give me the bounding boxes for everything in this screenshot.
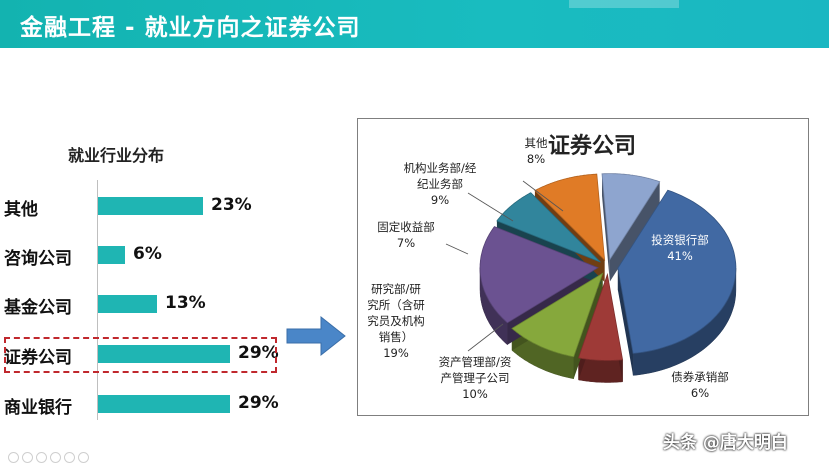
bar xyxy=(98,345,230,363)
pie-slice xyxy=(479,226,599,324)
pie-slice xyxy=(511,272,604,358)
header-bar: 金融工程 - 就业方向之证券公司 xyxy=(0,0,829,48)
bar-value-label: 29% xyxy=(238,343,279,363)
pie-value-label: 19% xyxy=(383,346,409,360)
leader-line xyxy=(522,180,564,212)
pie-slice-label: 究所（含研 xyxy=(367,298,425,312)
pie-slice-label: 投资银行部 xyxy=(651,233,709,247)
more-icon[interactable] xyxy=(78,452,89,463)
pie-slice-label: 究员及机构 xyxy=(367,314,425,328)
bar xyxy=(98,395,230,413)
highlight-box xyxy=(4,337,277,373)
bar-label: 其他 xyxy=(4,200,38,220)
pie-slice-label: 资产管理部/资 xyxy=(439,355,512,369)
bar-value-label: 13% xyxy=(165,293,206,313)
pen-icon[interactable] xyxy=(36,452,47,463)
pie-slice-label: 机构业务部/经 xyxy=(404,161,477,175)
pie-slice-wall xyxy=(609,181,660,282)
page-title: 金融工程 - 就业方向之证券公司 xyxy=(20,15,361,41)
pie-chart-title: 证券公司 xyxy=(548,133,636,159)
bar-label: 证券公司 xyxy=(4,348,72,368)
pie-slice xyxy=(601,173,661,261)
leader-line xyxy=(467,192,514,222)
bar-label: 商业银行 xyxy=(4,398,72,418)
pie-slice-label: 销售） xyxy=(379,330,414,344)
pie-slice-label: 其他 xyxy=(525,136,548,150)
bar xyxy=(98,197,203,215)
pie-value-label: 7% xyxy=(397,236,415,250)
pie-value-label: 8% xyxy=(527,152,545,166)
menu-icon[interactable] xyxy=(50,452,61,463)
bar-label: 基金公司 xyxy=(4,298,72,318)
pie-slice xyxy=(534,173,606,262)
leader-line xyxy=(445,243,469,255)
pie-slice-label: 债券承销部 xyxy=(671,370,729,384)
bar xyxy=(98,246,125,264)
slide-controls[interactable] xyxy=(8,452,89,463)
bar-label: 咨询公司 xyxy=(4,249,72,269)
pie-value-label: 41% xyxy=(667,249,693,263)
pie-slice xyxy=(577,272,624,361)
pie-value-label: 9% xyxy=(431,193,449,207)
pie-value-label: 10% xyxy=(462,387,488,401)
bar-value-label: 29% xyxy=(238,393,279,413)
watermark: 头条 @唐大明白 xyxy=(663,433,788,453)
prev-icon[interactable] xyxy=(8,452,19,463)
header-accent xyxy=(569,0,679,8)
pie-slice-side xyxy=(578,357,623,383)
bar-value-label: 6% xyxy=(133,244,162,264)
pie-slice-label: 固定收益部 xyxy=(377,220,435,234)
pie-slice xyxy=(617,189,737,354)
bar-chart-axis xyxy=(97,180,98,420)
pie-tops xyxy=(479,173,737,361)
pie-value-label: 6% xyxy=(691,386,709,400)
leader-line xyxy=(467,323,504,352)
pie-slice-wall xyxy=(602,173,610,282)
zoom-icon[interactable] xyxy=(64,452,75,463)
arrow-icon xyxy=(286,315,346,357)
pie-chart-frame: 证券公司投资银行部 41% 债券承销部 6% 资产管理部/资 产管理子公司 10% 研究部/研… xyxy=(357,118,809,416)
pie-slice-wall xyxy=(617,268,634,376)
bar xyxy=(98,295,157,313)
bar-chart-title: 就业行业分布 xyxy=(68,146,165,165)
pie-slice-label: 研究部/研 xyxy=(371,282,421,296)
pie-slice-label: 纪业务部 xyxy=(417,177,463,191)
pie-slice-label: 产管理子公司 xyxy=(441,371,510,385)
next-icon[interactable] xyxy=(22,452,33,463)
bar-value-label: 23% xyxy=(211,195,252,215)
pie-slice xyxy=(496,192,601,263)
